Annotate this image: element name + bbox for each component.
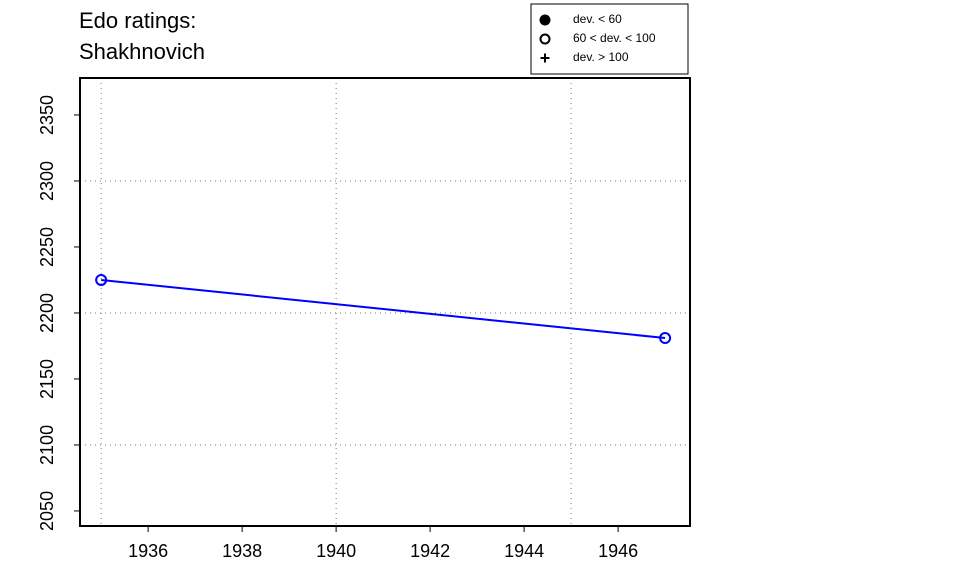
x-tick-label: 1942: [410, 541, 450, 561]
marker: [659, 332, 672, 345]
x-tick-label: 1944: [504, 541, 544, 561]
legend-marker: [539, 33, 551, 45]
y-tick-label: 2250: [37, 227, 57, 267]
y-tick-label: 2350: [37, 95, 57, 135]
chart-title: Edo ratings:: [79, 8, 196, 33]
y-tick-label: 2100: [37, 425, 57, 465]
plot-frame: [79, 77, 691, 527]
y-tick-label: 2050: [37, 491, 57, 531]
legend-marker: [540, 53, 550, 63]
y-tick-label: 2150: [37, 359, 57, 399]
legend-box: [530, 3, 689, 75]
y-tick-label: 2300: [37, 161, 57, 201]
x-tick-label: 1938: [222, 541, 262, 561]
legend-marker: [539, 14, 551, 26]
y-tick-label: 2200: [37, 293, 57, 333]
x-tick-label: 1946: [598, 541, 638, 561]
x-tick-label: 1940: [316, 541, 356, 561]
legend-label: dev. > 100: [573, 50, 629, 64]
x-tick-label: 1936: [128, 541, 168, 561]
series-line: [101, 278, 666, 340]
legend-label: dev. < 60: [573, 12, 622, 26]
marker: [95, 273, 108, 286]
legend-label: 60 < dev. < 100: [573, 31, 656, 45]
chart-subtitle: Shakhnovich: [79, 39, 205, 64]
